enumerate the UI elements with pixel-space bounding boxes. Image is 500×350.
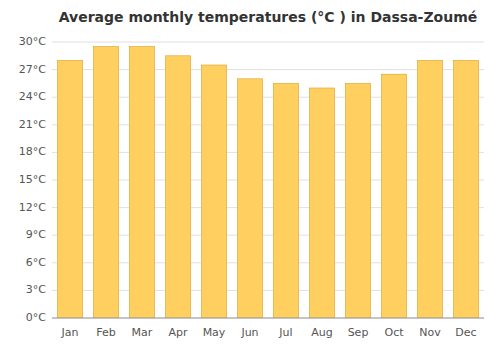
x-tick-label: Dec — [455, 326, 476, 339]
x-tick-label: Nov — [419, 326, 441, 339]
x-tick-label: Aug — [311, 326, 332, 339]
x-tick-label: Jan — [61, 326, 79, 339]
bar — [453, 60, 478, 318]
bar — [309, 88, 334, 318]
x-tick-label: Mar — [132, 326, 153, 339]
grid-line — [52, 42, 484, 43]
x-tick-label: Sep — [348, 326, 369, 339]
bar — [57, 60, 82, 318]
x-tick-label: Oct — [384, 326, 404, 339]
y-tick-label: 18°C — [19, 145, 46, 158]
x-tick-label: Jun — [240, 326, 258, 339]
grid-line — [52, 318, 484, 319]
y-tick-label: 21°C — [19, 118, 46, 131]
y-tick-label: 3°C — [26, 283, 46, 296]
chart: Average monthly temperatures (°C ) in Da… — [0, 0, 500, 350]
y-tick-label: 30°C — [19, 35, 46, 48]
y-tick-label: 27°C — [19, 63, 46, 76]
bar — [93, 47, 118, 318]
y-tick-label: 0°C — [26, 311, 46, 324]
y-tick-label: 15°C — [19, 173, 46, 186]
bar — [129, 47, 154, 318]
y-tick-label: 9°C — [26, 228, 46, 241]
bar — [345, 83, 370, 318]
x-tick-label: May — [203, 326, 226, 339]
title: Average monthly temperatures (°C ) in Da… — [59, 9, 478, 25]
bar — [165, 56, 190, 318]
bar — [381, 74, 406, 318]
x-tick-label: Feb — [96, 326, 115, 339]
x-axis-line — [52, 318, 484, 319]
bar — [201, 65, 226, 318]
x-tick-label: Jul — [278, 326, 292, 339]
bar — [273, 83, 298, 318]
bars — [57, 47, 478, 318]
y-tick-label: 12°C — [19, 201, 46, 214]
x-tick-label: Apr — [168, 326, 188, 339]
y-tick-label: 24°C — [19, 90, 46, 103]
y-axis: 0°C 3°C 6°C 9°C 12°C 15°C 18°C 21°C 24°C 27°C 30°C — [19, 35, 484, 324]
chart-container: Average monthly temperatures (°C ) in Da… — [0, 0, 500, 350]
y-tick-label: 6°C — [26, 256, 46, 269]
bar — [237, 79, 262, 318]
x-axis: Jan Feb Mar Apr May Jun Jul Aug Sep Oct Nov Dec — [61, 326, 477, 339]
bar — [417, 60, 442, 318]
